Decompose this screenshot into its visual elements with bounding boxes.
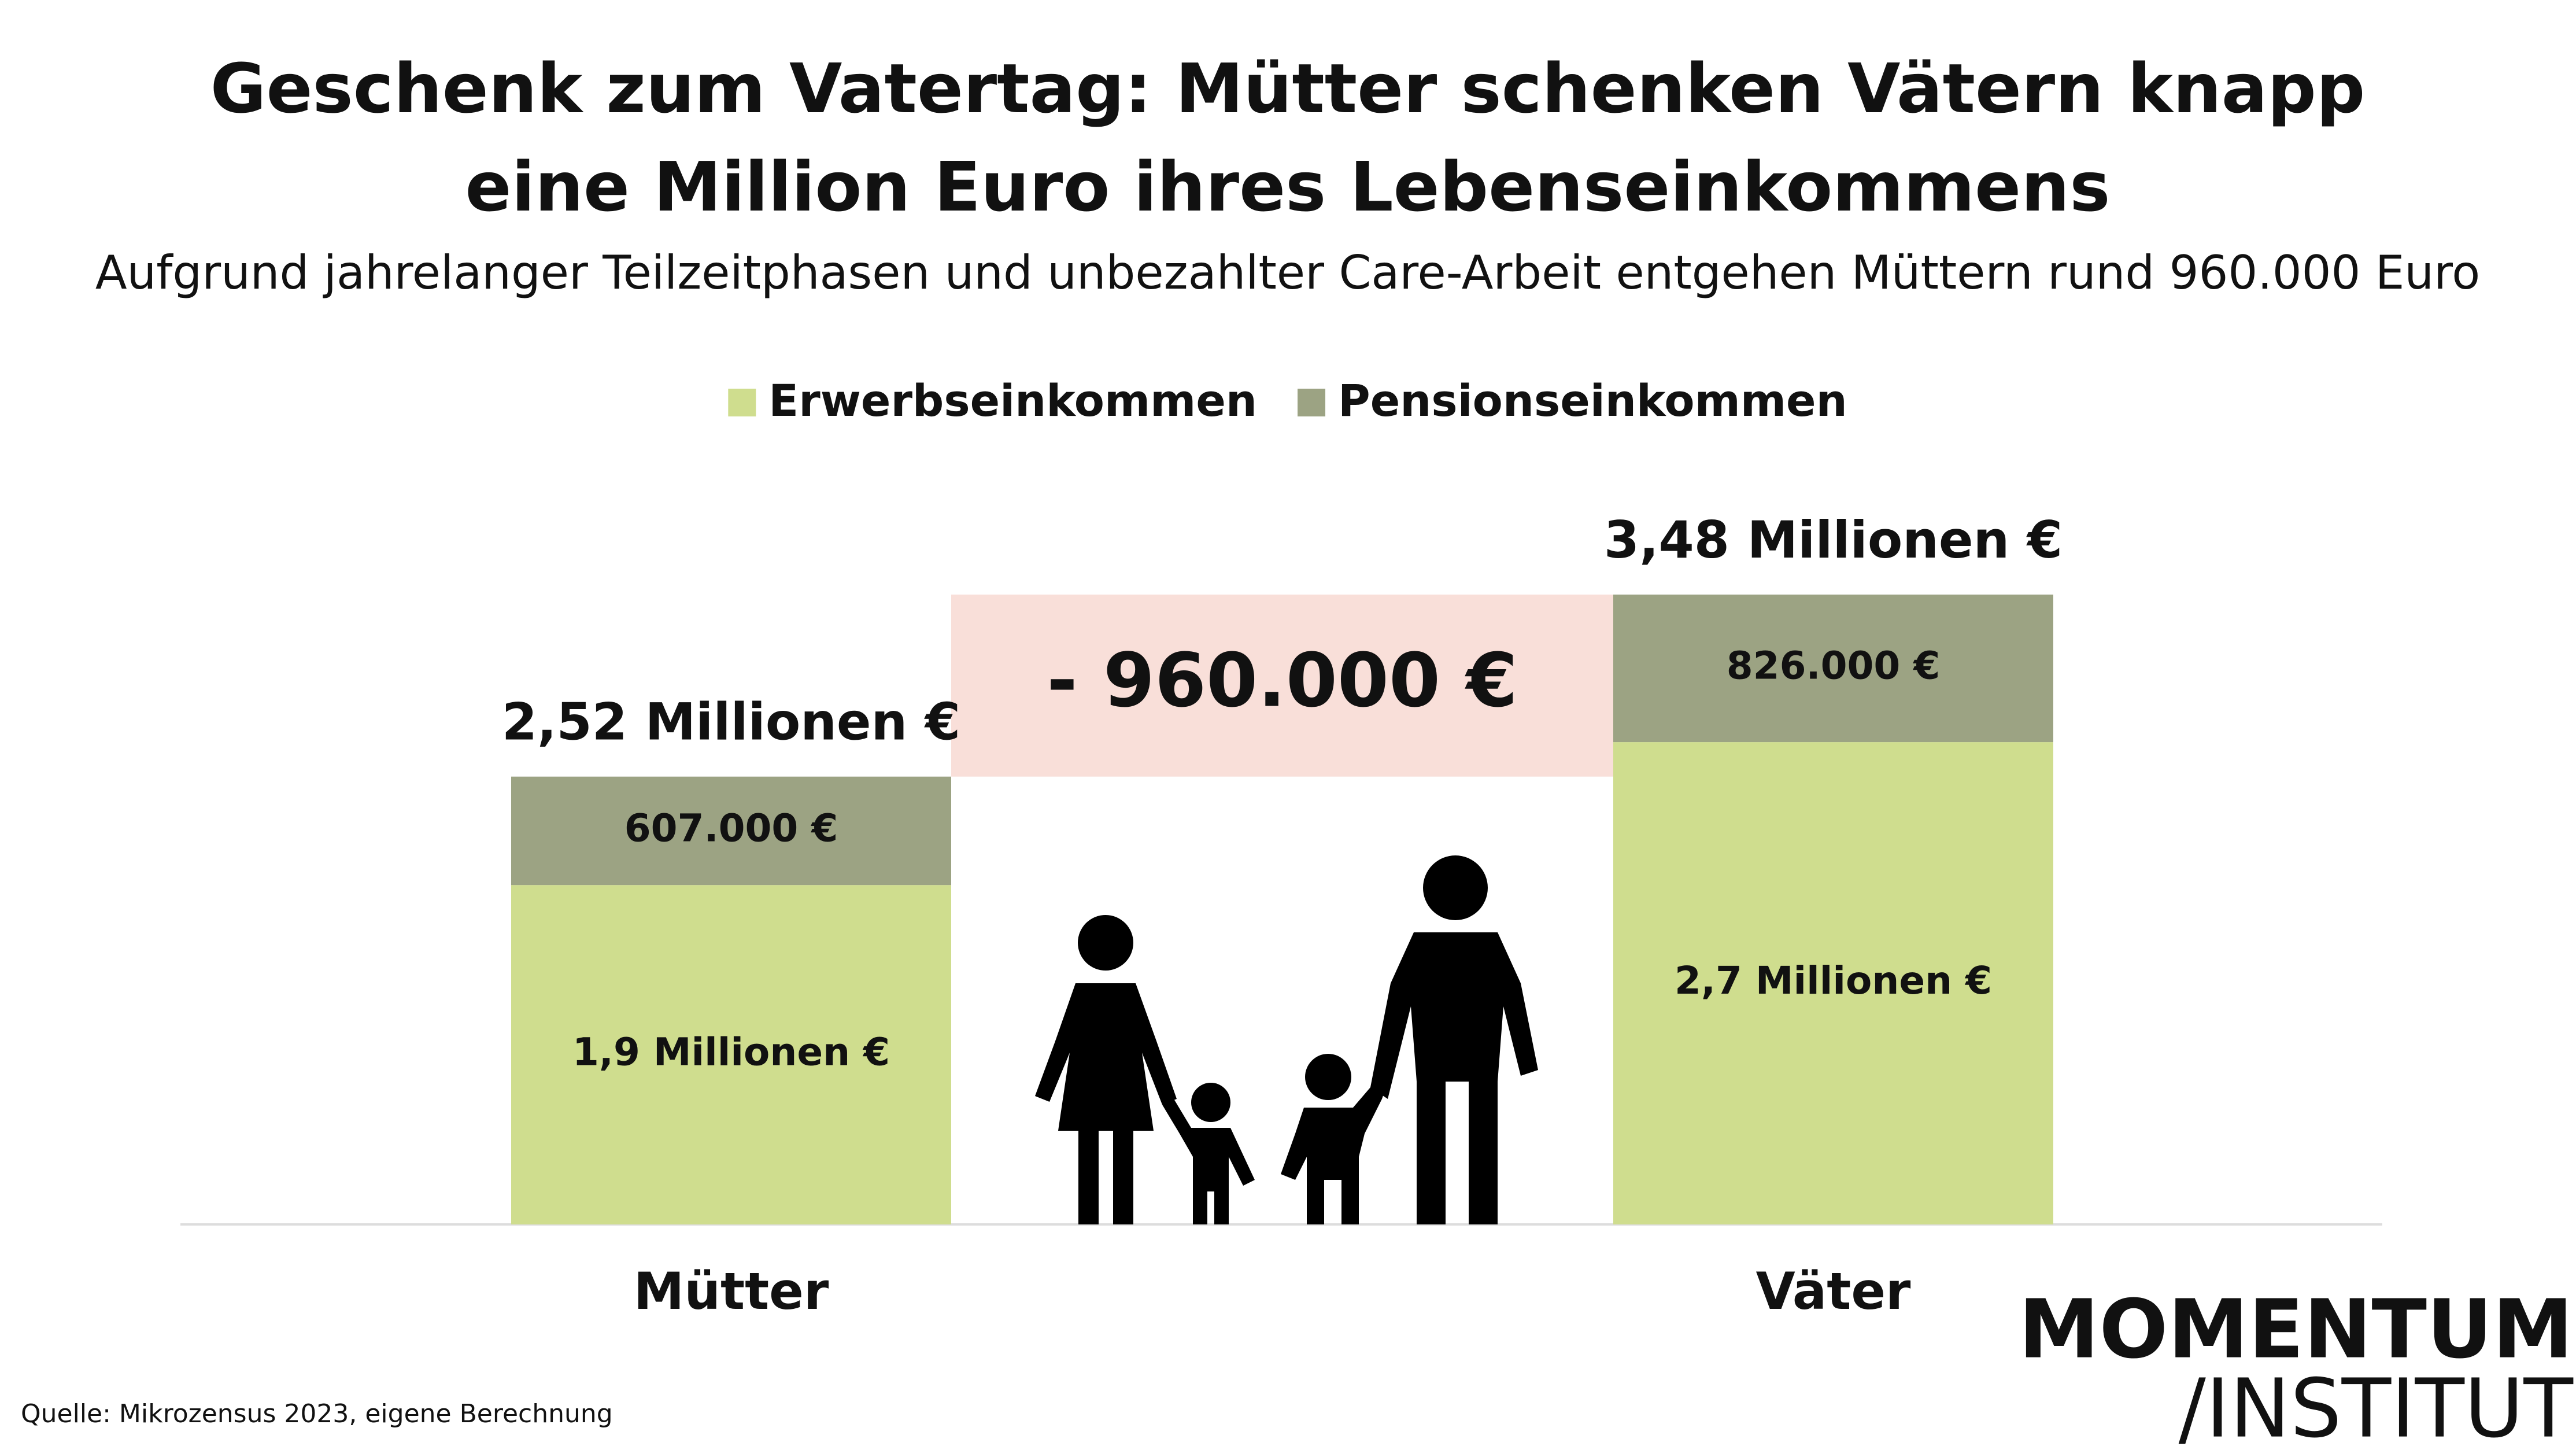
total-label: 3,48 Millionen € [1604, 510, 2063, 570]
chart-title: Geschenk zum Vatertag: Mütter schenken V… [210, 49, 2366, 128]
bar-segment [511, 885, 951, 1224]
legend-label: Pensionseinkommen [1338, 375, 1847, 426]
x-tick-label: Mütter [634, 1261, 829, 1321]
total-label: 2,52 Millionen € [502, 692, 960, 752]
bar-segment [1613, 742, 2053, 1224]
chart-title: eine Million Euro ihres Lebenseinkommens [465, 147, 2111, 227]
bar-segment [1613, 595, 2053, 743]
family-icon [1035, 855, 1538, 1224]
legend-swatch [728, 389, 756, 416]
value-label: 2,7 Millionen € [1675, 958, 1992, 1003]
legend-label: Erwerbseinkommen [768, 375, 1257, 426]
difference-label: - 960.000 € [1047, 638, 1517, 724]
bar-segment [511, 776, 951, 886]
value-label: 607.000 € [624, 806, 838, 851]
x-tick-label: Väter [1756, 1261, 1911, 1321]
legend-swatch [1298, 389, 1326, 416]
logo: MOMENTUM [2019, 1283, 2573, 1377]
chart-subtitle: Aufgrund jahrelanger Teilzeitphasen und … [95, 246, 2480, 300]
value-label: 1,9 Millionen € [572, 1030, 890, 1075]
source: Quelle: Mikrozensus 2023, eigene Berechn… [21, 1399, 613, 1429]
difference-band [951, 595, 1613, 777]
logo: /INSTITUT [2179, 1362, 2574, 1450]
value-label: 826.000 € [1727, 644, 1941, 688]
